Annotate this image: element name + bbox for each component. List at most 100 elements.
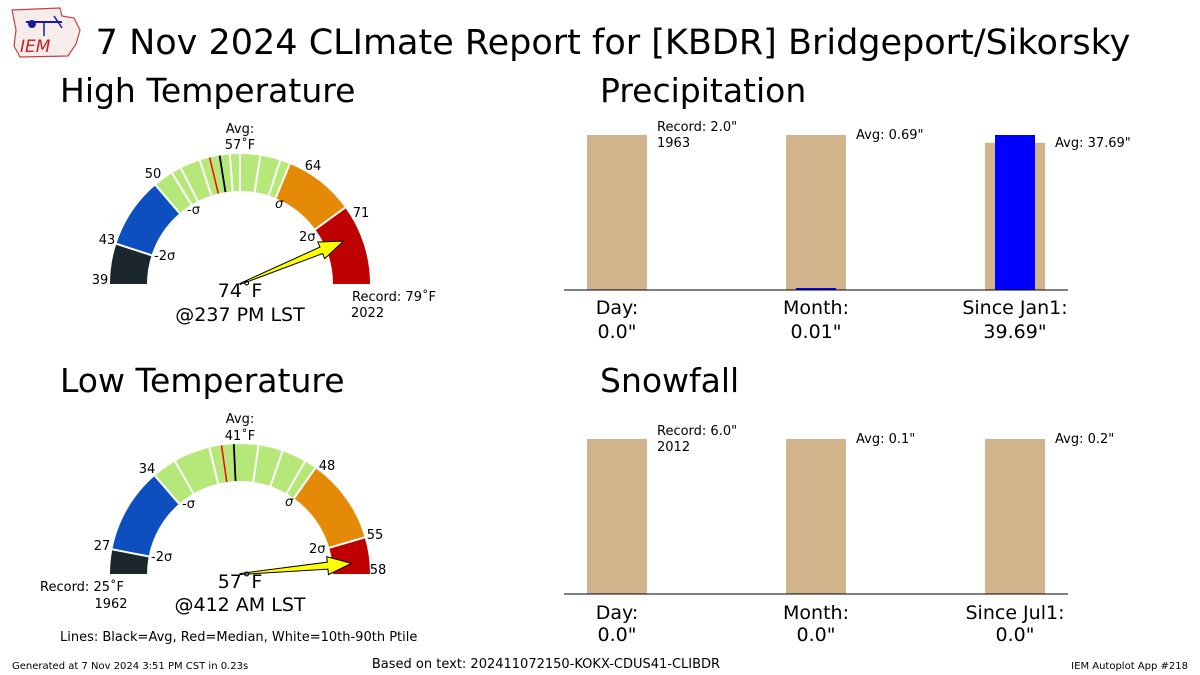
logo-text: IEM	[20, 37, 51, 57]
reference-bar	[587, 135, 647, 290]
snow-bar-chart: Record: 6.0" 2012 Avg: 0.1" Avg: 0.2" Da…	[564, 424, 1114, 646]
observed-time: @237 PM LST	[175, 304, 305, 326]
record-year: 1962	[94, 597, 127, 612]
iem-logo: IEM	[11, 7, 81, 58]
annotation: Record: 6.0"	[657, 424, 737, 439]
observed-value: 57˚F	[218, 571, 263, 593]
reference-bar	[985, 439, 1045, 594]
median-line	[220, 445, 228, 483]
tick-label: 39	[92, 273, 109, 288]
percentile-line	[154, 184, 181, 214]
average-label: Avg:	[226, 122, 254, 137]
record-label: Record: 25˚F	[40, 579, 124, 595]
observed-value: 74˚F	[218, 280, 263, 302]
percentile-line	[293, 467, 317, 499]
category-label: Month:	[783, 297, 849, 319]
category-label: Day:	[596, 297, 639, 319]
percentile-line	[252, 445, 260, 483]
percentile-line	[154, 475, 180, 505]
percentile-line	[180, 167, 199, 202]
reference-bar	[786, 439, 846, 594]
sigma-label: -σ	[187, 203, 200, 218]
category-label: Day:	[596, 602, 639, 624]
annotation: Avg: 37.69"	[1055, 136, 1131, 151]
precip-bar-chart: Record: 2.0" 1963 Avg: 0.69" Avg: 37.69"…	[564, 120, 1131, 343]
app-note: IEM Autoplot App #218	[1071, 661, 1188, 672]
gauge-band	[315, 207, 370, 284]
tick-label: 64	[305, 159, 322, 174]
category-value: 0.0"	[598, 624, 637, 646]
percentile-line	[253, 155, 262, 193]
lines-legend-note: Lines: Black=Avg, Red=Median, White=10th…	[60, 630, 417, 645]
sigma-label: σ	[275, 197, 284, 212]
snow-title: Snowfall	[600, 361, 739, 400]
high-temp-gauge: 39 43 50 64 71 -2σ -σ σ 2σ Avg: 57˚F 74˚…	[92, 122, 436, 326]
high-temp-title: High Temperature	[60, 71, 355, 110]
observed-bar	[796, 288, 836, 290]
median-line	[208, 157, 220, 194]
annotation: Avg: 0.1"	[856, 432, 915, 447]
tick-label: 43	[99, 233, 116, 248]
category-label: Since Jul1:	[966, 602, 1065, 624]
annotation-year: 1963	[657, 136, 690, 151]
annotation: Avg: 0.69"	[856, 128, 924, 143]
sigma-label: -2σ	[151, 550, 172, 565]
average-line	[232, 444, 237, 482]
sigma-label: -σ	[182, 497, 195, 512]
percentile-line	[198, 160, 213, 196]
percentile-line	[174, 460, 195, 494]
percentile-line	[208, 447, 220, 484]
sigma-label: σ	[285, 495, 294, 510]
sigma-label: -2σ	[154, 249, 175, 264]
observed-time: @412 AM LST	[175, 594, 306, 616]
low-temp-title: Low Temperature	[60, 361, 345, 400]
tick-label: 71	[353, 206, 370, 221]
annotation: Avg: 0.2"	[1055, 432, 1114, 447]
percentile-line	[267, 160, 282, 196]
average-value: 41˚F	[225, 428, 256, 444]
category-value: 39.69"	[983, 321, 1046, 343]
percentile-line	[314, 206, 346, 231]
category-value: 0.0"	[598, 321, 637, 343]
observed-bar	[995, 135, 1035, 290]
tick-label: 50	[145, 167, 162, 182]
percentile-line	[116, 242, 152, 257]
annotation-year: 2012	[657, 440, 690, 455]
percentile-line	[112, 548, 149, 558]
gauge-band	[116, 185, 180, 256]
percentile-line	[274, 163, 291, 199]
reference-bar	[786, 135, 846, 290]
record-year: 2022	[351, 306, 384, 321]
percentile-line	[328, 536, 366, 549]
reference-bar	[587, 439, 647, 594]
gauge-band	[110, 243, 152, 284]
gauge-band	[275, 163, 346, 230]
category-value: 0.01"	[790, 321, 841, 343]
average-line	[218, 155, 227, 193]
sigma-label: 2σ	[309, 542, 326, 557]
annotation: Record: 2.0"	[657, 120, 737, 135]
gauge-band	[155, 154, 290, 214]
average-label: Avg:	[226, 412, 254, 427]
category-value: 0.0"	[797, 624, 836, 646]
gauge-band	[112, 475, 180, 557]
gauge-band	[293, 468, 365, 548]
record-label: Record: 79˚F	[352, 289, 436, 305]
average-value: 57˚F	[225, 137, 256, 153]
percentile-line	[285, 460, 306, 494]
observed-arrow	[239, 240, 345, 286]
category-label: Month:	[783, 602, 849, 624]
tick-label: 48	[319, 459, 336, 474]
tick-label: 58	[370, 563, 387, 578]
category-value: 0.0"	[996, 624, 1035, 646]
precip-title: Precipitation	[600, 71, 806, 110]
page-title: 7 Nov 2024 CLImate Report for [KBDR] Bri…	[96, 23, 1131, 63]
generated-note: Generated at 7 Nov 2024 3:51 PM CST in 0…	[12, 661, 248, 672]
percentile-line	[228, 154, 234, 192]
sigma-label: 2σ	[299, 230, 316, 245]
source-note: Based on text: 202411072150-KOKX-CDUS41-…	[372, 657, 720, 672]
tick-label: 27	[94, 539, 111, 554]
category-label: Since Jan1:	[962, 297, 1067, 319]
percentile-line	[171, 172, 193, 206]
